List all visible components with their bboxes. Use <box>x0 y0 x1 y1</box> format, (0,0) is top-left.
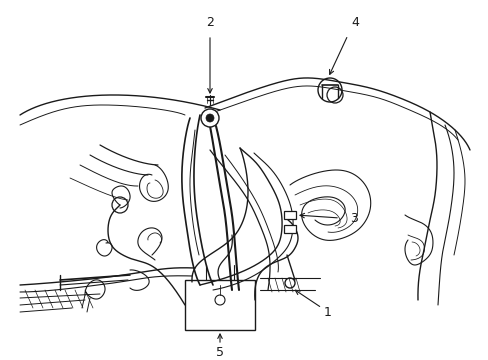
Circle shape <box>205 114 214 122</box>
Bar <box>184 280 254 330</box>
Text: 4: 4 <box>350 15 358 28</box>
Bar <box>284 225 295 233</box>
Text: 3: 3 <box>349 211 357 225</box>
Bar <box>284 211 295 219</box>
Text: 2: 2 <box>205 15 214 28</box>
Text: 5: 5 <box>216 346 224 359</box>
Text: 1: 1 <box>324 306 331 319</box>
Circle shape <box>201 109 219 127</box>
